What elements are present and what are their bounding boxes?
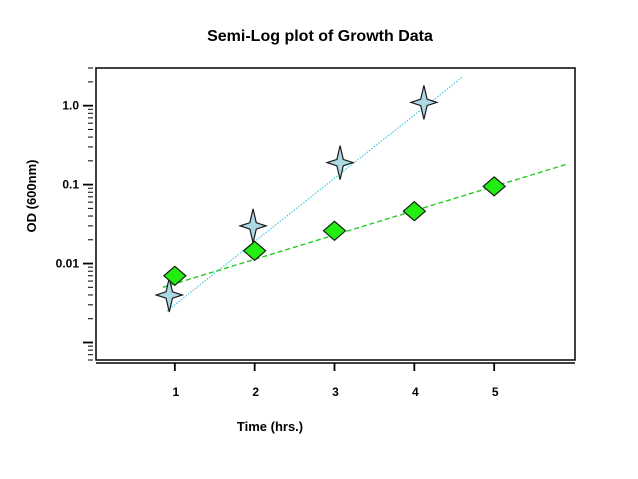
x-tick-label: 5: [492, 385, 499, 399]
y-tick-label: 1.0: [62, 99, 79, 113]
data-markers: [154, 85, 507, 313]
diamond-marker: [242, 240, 267, 262]
star-marker: [154, 277, 185, 313]
fit-lines: [162, 76, 567, 312]
x-tick-label: 1: [172, 385, 179, 399]
chart-title: Semi-Log plot of Growth Data: [207, 28, 433, 45]
y-axis-label: OD (600nm): [24, 160, 39, 233]
x-axis-label: Time (hrs.): [237, 419, 303, 434]
star-marker: [238, 208, 269, 244]
diamond-marker: [162, 265, 187, 287]
diamond-marker: [402, 200, 427, 222]
x-tick-label: 3: [332, 385, 339, 399]
star-marker: [408, 85, 439, 120]
x-tick-label: 2: [252, 385, 259, 399]
diamond-marker: [482, 176, 507, 197]
fit-line-series-2: [162, 163, 567, 288]
y-tick-label: 0.1: [62, 178, 79, 192]
fit-line-series-1: [166, 76, 463, 312]
plot-frame: [95, 67, 576, 361]
star-marker: [325, 145, 356, 180]
x-tick-label: 4: [412, 385, 419, 399]
y-tick-label: 0.01: [56, 257, 80, 271]
y-axis: 0.01 0.1 1.0: [56, 67, 93, 361]
x-axis: 1 2 3 4 5: [96, 362, 575, 399]
diamond-marker: [322, 220, 347, 242]
